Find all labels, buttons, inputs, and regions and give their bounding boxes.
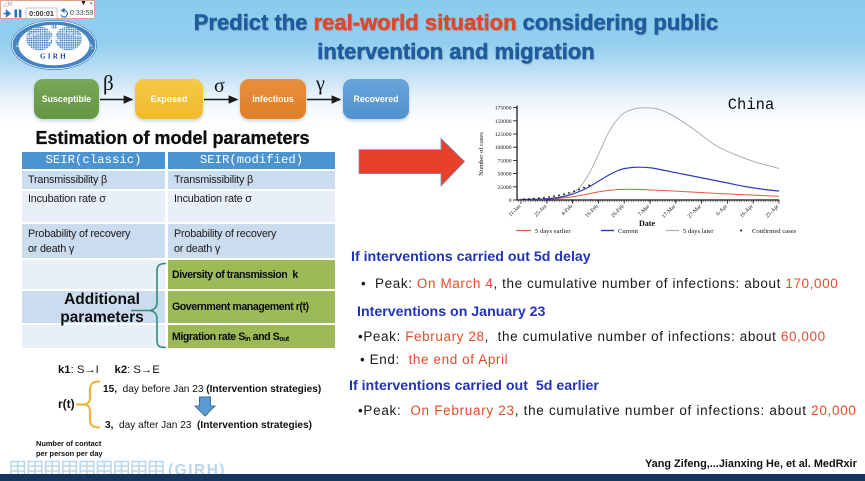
svg-text:Date: Date bbox=[639, 219, 655, 228]
svg-text:17-Mar: 17-Mar bbox=[661, 204, 677, 220]
svg-text:7-Mar: 7-Mar bbox=[637, 204, 651, 218]
svg-text:16-Apr: 16-Apr bbox=[739, 204, 755, 220]
svg-text:5 days earlier: 5 days earlier bbox=[535, 228, 571, 235]
svg-text:26-Feb: 26-Feb bbox=[610, 204, 626, 220]
svg-text:75000: 75000 bbox=[498, 158, 512, 164]
svg-text:GIRH: GIRH bbox=[40, 53, 68, 61]
svg-text:150000: 150000 bbox=[495, 119, 512, 125]
svg-text:Confirmed cases: Confirmed cases bbox=[752, 228, 797, 235]
svg-text:Number of cases: Number of cases bbox=[478, 132, 485, 176]
svg-text:27-Mar: 27-Mar bbox=[687, 204, 703, 220]
svg-text:25000: 25000 bbox=[498, 185, 512, 191]
svg-text:11-Jan: 11-Jan bbox=[508, 204, 523, 219]
svg-text:175000: 175000 bbox=[495, 106, 512, 112]
svg-text:25-Apr: 25-Apr bbox=[765, 204, 781, 220]
svg-text:125000: 125000 bbox=[495, 132, 512, 138]
svg-text:Current: Current bbox=[618, 228, 638, 235]
svg-text:4-Feb: 4-Feb bbox=[561, 204, 575, 218]
svg-text:16-Feb: 16-Feb bbox=[584, 204, 600, 220]
svg-text:100000: 100000 bbox=[495, 145, 512, 151]
svg-text:50000: 50000 bbox=[498, 172, 512, 178]
svg-text:0: 0 bbox=[509, 198, 512, 204]
svg-text:6-Apr: 6-Apr bbox=[715, 204, 729, 218]
svg-text:25-Jan: 25-Jan bbox=[533, 204, 548, 219]
svg-text:China: China bbox=[728, 96, 775, 114]
svg-text:5 days later: 5 days later bbox=[683, 228, 714, 235]
